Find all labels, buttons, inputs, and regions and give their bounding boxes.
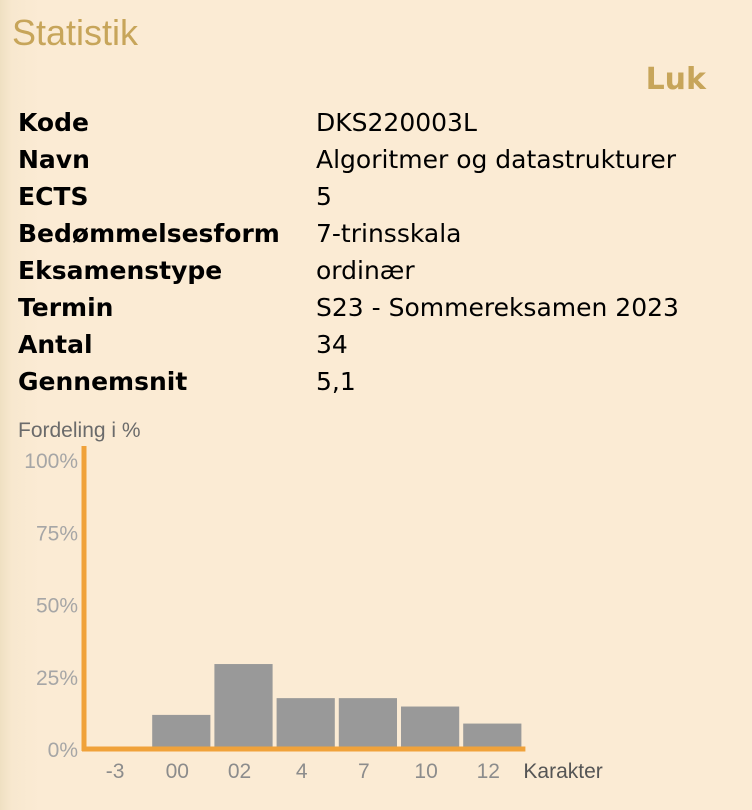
- course-info-table: Kode DKS220003L Navn Algoritmer og datas…: [18, 104, 679, 400]
- info-row-count: Antal 34: [18, 326, 679, 363]
- x-tick-label: 7: [358, 760, 370, 783]
- info-row-name: Navn Algoritmer og datastrukturer: [18, 141, 679, 178]
- info-row-average: Gennemsnit 5,1: [18, 363, 679, 400]
- bar-00: [152, 714, 211, 749]
- info-label: Antal: [18, 330, 93, 359]
- info-value: DKS220003L: [316, 108, 477, 137]
- info-value: 7-trinsskala: [316, 219, 462, 248]
- y-tick-label: 0%: [48, 739, 78, 762]
- y-tick-label: 50%: [36, 595, 78, 618]
- bar-02: [214, 664, 273, 749]
- page-title: Statistik: [12, 12, 139, 53]
- grade-distribution-chart: 0% 25% 50% 75% 100% -3 00 02 4 7 10 12 Karakter: [24, 446, 603, 783]
- y-tick-label: 25%: [36, 667, 78, 690]
- x-tick-label: 00: [166, 760, 189, 783]
- info-value: 5: [316, 182, 332, 211]
- info-value: Algoritmer og datastrukturer: [316, 145, 677, 174]
- bar-12: [463, 723, 522, 749]
- info-value: 34: [316, 330, 348, 359]
- info-row-exam-type: Eksamenstype ordinær: [18, 252, 679, 289]
- info-label: Eksamenstype: [18, 256, 223, 285]
- info-value: 5,1: [316, 367, 356, 396]
- info-row-term: Termin S23 - Sommereksamen 2023: [18, 289, 679, 326]
- close-link[interactable]: Luk: [645, 62, 706, 97]
- info-value: ordinær: [316, 256, 415, 285]
- x-tick-label: 12: [477, 760, 500, 783]
- info-row-ects: ECTS 5: [18, 178, 679, 215]
- info-value: S23 - Sommereksamen 2023: [316, 293, 679, 322]
- info-label: Navn: [18, 145, 90, 174]
- info-row-code: Kode DKS220003L: [18, 104, 679, 141]
- x-tick-label: -3: [106, 760, 125, 783]
- info-label: Kode: [18, 108, 89, 137]
- info-label: ECTS: [18, 182, 89, 211]
- bar-4: [276, 698, 335, 749]
- bar-10: [401, 706, 460, 749]
- info-row-assessment: Bedømmelsesform 7-trinsskala: [18, 215, 679, 252]
- bar-7: [338, 698, 397, 749]
- info-label: Bedømmelsesform: [18, 219, 280, 248]
- y-tick-label: 75%: [36, 522, 78, 545]
- x-tick-label: 10: [414, 760, 437, 783]
- info-label: Termin: [18, 293, 114, 322]
- x-tick-label: 4: [296, 760, 308, 783]
- x-axis-label: Karakter: [523, 760, 602, 783]
- info-label: Gennemsnit: [18, 367, 188, 396]
- y-tick-label: 100%: [24, 450, 78, 473]
- chart-title: Fordeling i %: [18, 419, 141, 442]
- x-tick-label: 02: [228, 760, 251, 783]
